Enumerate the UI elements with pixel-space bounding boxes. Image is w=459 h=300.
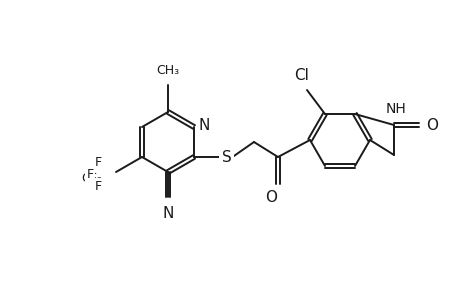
Text: CH₃: CH₃ [156,64,179,77]
Text: Cl: Cl [294,68,309,83]
Text: O: O [264,190,276,205]
Text: S: S [221,149,231,164]
Text: NH: NH [385,102,405,116]
Text: F: F [94,179,101,193]
Text: CF₃: CF₃ [81,172,102,184]
Text: N: N [199,118,210,133]
Text: N: N [162,206,174,220]
Text: O: O [425,118,437,133]
Text: F: F [86,167,93,181]
Text: F: F [94,155,101,169]
